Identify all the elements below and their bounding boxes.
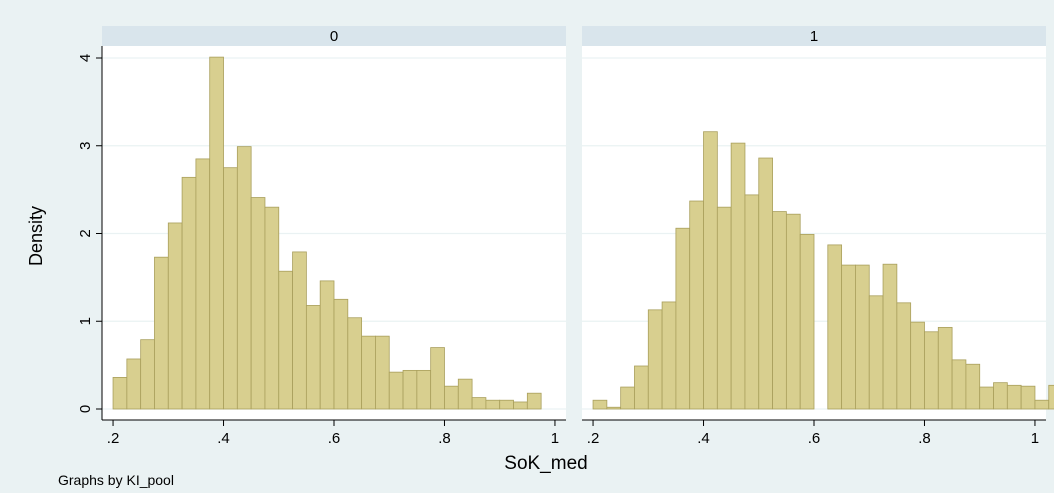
histogram-bar: [223, 167, 238, 410]
histogram-bar: [744, 194, 760, 410]
histogram-bar: [264, 206, 280, 410]
x-tick-label: .6: [808, 430, 821, 447]
histogram-bar: [195, 158, 211, 410]
histogram-bar: [140, 339, 155, 410]
histogram-bar: [361, 335, 376, 410]
histogram-bar: [416, 369, 432, 410]
histogram-bar: [513, 401, 528, 410]
histogram-bar: [799, 233, 815, 410]
x-tick-label: .2: [587, 430, 600, 447]
histogram-bar: [634, 365, 649, 410]
x-axis-label: SoK_med: [504, 453, 587, 474]
histogram-bar: [910, 321, 925, 410]
histogram-bar: [375, 335, 390, 410]
histogram-bar: [305, 305, 321, 410]
x-tick-label: 1: [551, 430, 559, 447]
histogram-bar: [485, 399, 501, 410]
y-axis: 0 1 2 3 4: [77, 46, 103, 420]
y-axis-label: Density: [26, 206, 46, 266]
histogram-bar: [430, 347, 445, 410]
panel-1: 1 .2 .4 .6 .8 1: [582, 26, 1054, 447]
histogram-bar: [402, 369, 418, 410]
histogram-bar: [827, 244, 843, 410]
histogram-bar: [347, 317, 363, 410]
histogram-bar: [592, 399, 608, 410]
y-tick-label: 3: [77, 142, 94, 150]
histogram-bar: [868, 295, 884, 410]
histogram-bar: [661, 301, 677, 410]
x-tick-label: .4: [697, 430, 710, 447]
histogram-bar: [236, 146, 252, 410]
histogram-bar: [730, 142, 746, 410]
histogram-bar: [647, 309, 663, 410]
histogram-bar: [716, 206, 732, 410]
y-tick-label: 4: [77, 54, 94, 62]
x-tick-label: .8: [438, 430, 451, 447]
histogram-bar: [620, 386, 635, 410]
histogram-bar: [896, 302, 912, 410]
histogram-bar: [758, 157, 773, 410]
histogram-bar: [292, 251, 307, 410]
panel-0: 0 .2 .4 .6 .8 1: [102, 26, 566, 447]
histogram-bar: [1034, 399, 1050, 410]
histogram-bar: [606, 406, 622, 410]
y-tick-label: 0: [77, 405, 94, 413]
histogram-bar: [1048, 384, 1054, 410]
x-tick-label: .4: [217, 430, 230, 447]
histogram-bar: [154, 256, 169, 410]
panel-strip: [582, 26, 1046, 46]
histogram-bar: [167, 222, 183, 410]
histogram-bar: [526, 392, 542, 410]
histogram-bar: [979, 386, 994, 410]
histogram-bar: [499, 399, 514, 410]
histogram-bar: [855, 264, 870, 410]
graphs-by-note: Graphs by KI_pool: [58, 472, 174, 488]
histogram-bar: [965, 363, 981, 410]
histogram-bar: [924, 331, 939, 410]
histogram-bar: [112, 377, 128, 410]
panel-strip: [102, 26, 566, 46]
histogram-bar: [181, 176, 197, 410]
histogram-bar: [772, 211, 787, 410]
x-tick-label: .2: [107, 430, 120, 447]
histogram-bar: [1006, 384, 1022, 410]
x-tick-label: 1: [1031, 430, 1039, 447]
histogram-bar: [951, 359, 967, 410]
histogram-bar: [882, 263, 898, 410]
panel-strip-label: 0: [330, 28, 338, 45]
panels-group: 0 .2 .4 .6 .8 1 1 .2 .4 .6 .8 1: [102, 26, 1054, 447]
histogram-bar: [444, 385, 459, 410]
histogram-bar: [126, 358, 142, 410]
histogram-bar: [703, 131, 718, 410]
panel-strip-label: 1: [810, 28, 818, 45]
histogram-bar: [278, 270, 293, 410]
histogram-bar: [993, 382, 1008, 410]
y-tick-label: 2: [77, 229, 94, 237]
x-tick-label: .6: [328, 430, 341, 447]
histogram-bar: [785, 213, 801, 410]
histogram-bar: [333, 298, 349, 410]
histogram-bar: [388, 371, 404, 410]
histogram-bar: [471, 397, 487, 410]
histogram-bar: [689, 200, 704, 410]
histogram-bar: [250, 197, 266, 410]
histogram-bar: [1020, 385, 1036, 410]
histogram-bar: [841, 264, 856, 410]
histogram-bar: [937, 326, 953, 410]
y-tick-label: 1: [77, 317, 94, 325]
histogram-bar: [319, 280, 335, 410]
x-tick-label: .8: [918, 430, 931, 447]
histogram-bar: [675, 227, 691, 410]
histogram-bar: [209, 56, 224, 410]
histogram-bar: [457, 378, 473, 410]
